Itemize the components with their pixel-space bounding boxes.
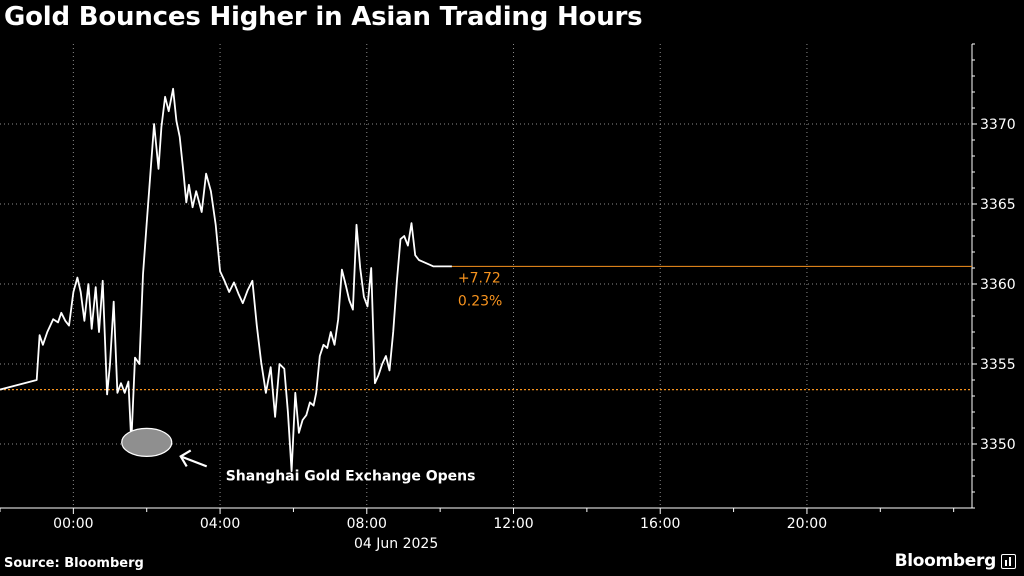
annotation-arrowhead [179, 449, 192, 467]
bloomberg-logo: Bloomberg [895, 551, 1016, 571]
brand-name: Bloomberg [894, 551, 997, 571]
annotation-ellipse [121, 427, 173, 457]
reference-lines [0, 265, 972, 391]
annotation-arrow [180, 455, 208, 468]
series-layer [0, 87, 452, 473]
change-percent-label: 0.23% [458, 293, 502, 309]
price-line [0, 87, 452, 473]
change-value-label: +7.72 [458, 270, 501, 286]
y-tick-label: 3365 [980, 197, 1016, 213]
grid-lines [0, 44, 972, 508]
x-tick-label: 16:00 [640, 516, 680, 532]
tick-labels: 00:00 04:00 08:00 12:00 16:00 20:00 3350 3355 33… [53, 117, 1015, 552]
axes [0, 43, 977, 514]
y-tick-label: 3370 [980, 117, 1016, 133]
chart-title: Gold Bounces Higher in Asian Trading Hou… [4, 2, 643, 32]
x-tick-label: 08:00 [347, 516, 387, 532]
x-axis-label: 04 Jun 2025 [354, 536, 438, 552]
y-tick-label: 3350 [980, 437, 1016, 453]
terminal-icon [1001, 553, 1016, 569]
y-tick-label: 3355 [980, 357, 1016, 373]
x-tick-label: 00:00 [53, 516, 93, 532]
x-tick-label: 04:00 [200, 516, 240, 532]
y-tick-label: 3360 [980, 277, 1016, 293]
annotations: Shanghai Gold Exchange Opens [121, 427, 476, 484]
x-tick-label: 20:00 [787, 516, 827, 532]
source-note: Source: Bloomberg [4, 556, 144, 571]
x-tick-label: 12:00 [493, 516, 533, 532]
annotation-text: Shanghai Gold Exchange Opens [226, 468, 476, 484]
